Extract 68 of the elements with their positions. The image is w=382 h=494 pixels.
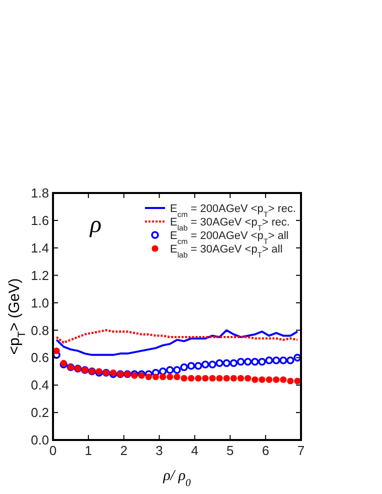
point — [280, 376, 287, 383]
point — [166, 374, 174, 380]
point — [272, 376, 280, 383]
point — [201, 360, 210, 368]
x-tick-label: 0 — [49, 443, 57, 458]
point — [194, 362, 202, 370]
point — [180, 363, 188, 372]
legend-label: E$_{cm}$ = 200AGeV <p$_{T}$> rec. — [170, 202, 296, 218]
point — [244, 374, 252, 382]
y-tick-label: 1.2 — [30, 268, 49, 283]
y-tick-label: 1.4 — [30, 240, 49, 256]
y-tick-label: 0.0 — [30, 432, 49, 448]
point — [223, 374, 230, 382]
point — [152, 374, 160, 380]
point — [222, 359, 230, 368]
legend-label: E$_{cm}$ = 200AGeV <p$_{T}$> all — [170, 230, 289, 246]
point — [237, 374, 244, 382]
y-tick-label: 1.8 — [30, 186, 49, 201]
x-tick-label: 5 — [226, 443, 234, 458]
point — [216, 374, 223, 382]
annotation: ρ — [89, 212, 102, 238]
point — [252, 376, 258, 383]
point — [180, 374, 188, 382]
point — [287, 378, 294, 384]
point — [216, 359, 224, 368]
point — [187, 362, 196, 370]
point — [158, 367, 167, 376]
point — [236, 358, 245, 366]
x-tick-label: 1 — [84, 443, 92, 458]
y-tick-label: 0.6 — [30, 350, 49, 366]
point — [208, 360, 216, 368]
point — [230, 374, 237, 382]
x-tick-label: 6 — [262, 443, 270, 458]
x-tick-label: 3 — [156, 443, 163, 458]
point — [286, 356, 294, 364]
point — [265, 356, 274, 364]
point — [258, 376, 266, 383]
point — [145, 374, 152, 380]
point — [194, 374, 202, 382]
point — [174, 374, 180, 380]
x-tick-label: 4 — [191, 443, 198, 458]
y-tick-label: 0.8 — [30, 322, 49, 338]
x-axis-title: ρ/ ρ$_{0}$ — [162, 468, 192, 488]
point — [209, 374, 216, 382]
x-tick-label: 2 — [120, 443, 128, 458]
legend-label: E$_{lab}$ = 30AGeV <p$_{T}$> rec. — [170, 216, 290, 232]
point — [258, 358, 266, 366]
y-tick-label: 1.6 — [30, 212, 49, 228]
point — [160, 374, 166, 380]
point — [244, 358, 252, 366]
x-tick-label: 7 — [297, 443, 305, 458]
line-series — [55, 329, 299, 344]
point — [251, 358, 259, 366]
point — [279, 356, 288, 364]
point — [230, 359, 238, 368]
y-tick-label: 1.0 — [30, 295, 49, 310]
y-tick-label: 0.4 — [30, 378, 49, 393]
point — [173, 366, 181, 374]
point — [202, 374, 209, 382]
point — [166, 366, 174, 374]
legend-label: E$_{lab}$ = 30AGeV <p$_{T}$> all — [170, 243, 283, 259]
point — [188, 374, 194, 382]
point — [266, 376, 272, 383]
point — [53, 348, 60, 354]
point — [294, 378, 301, 384]
point — [272, 356, 280, 364]
line-series — [56, 329, 298, 356]
y-tick-label: 0.2 — [30, 405, 49, 420]
